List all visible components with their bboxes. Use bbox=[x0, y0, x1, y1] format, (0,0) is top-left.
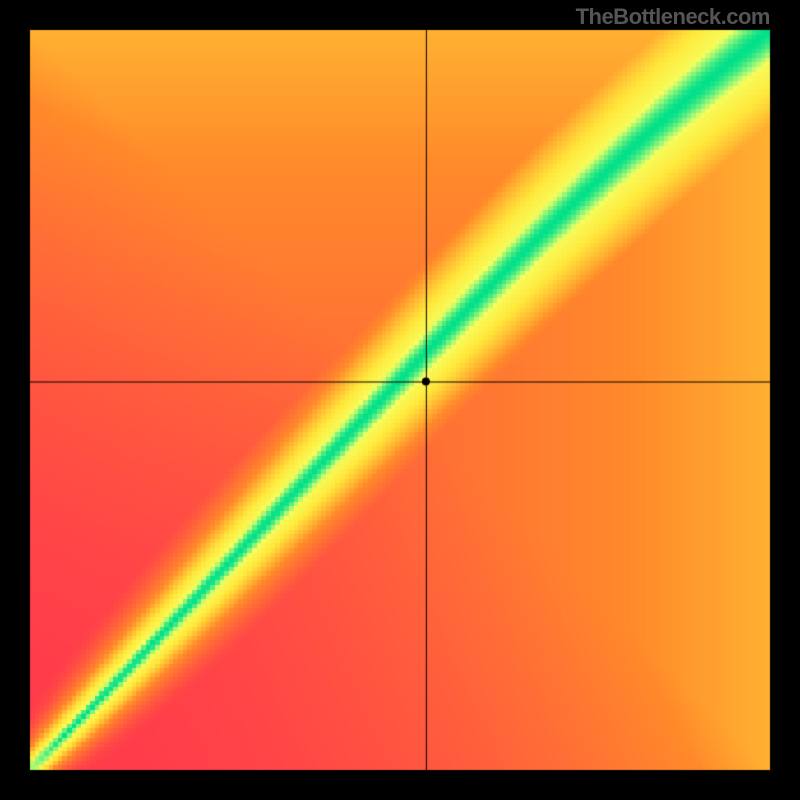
watermark-text: TheBottleneck.com bbox=[576, 4, 770, 30]
bottleneck-heatmap-canvas bbox=[0, 0, 800, 800]
chart-container: TheBottleneck.com bbox=[0, 0, 800, 800]
